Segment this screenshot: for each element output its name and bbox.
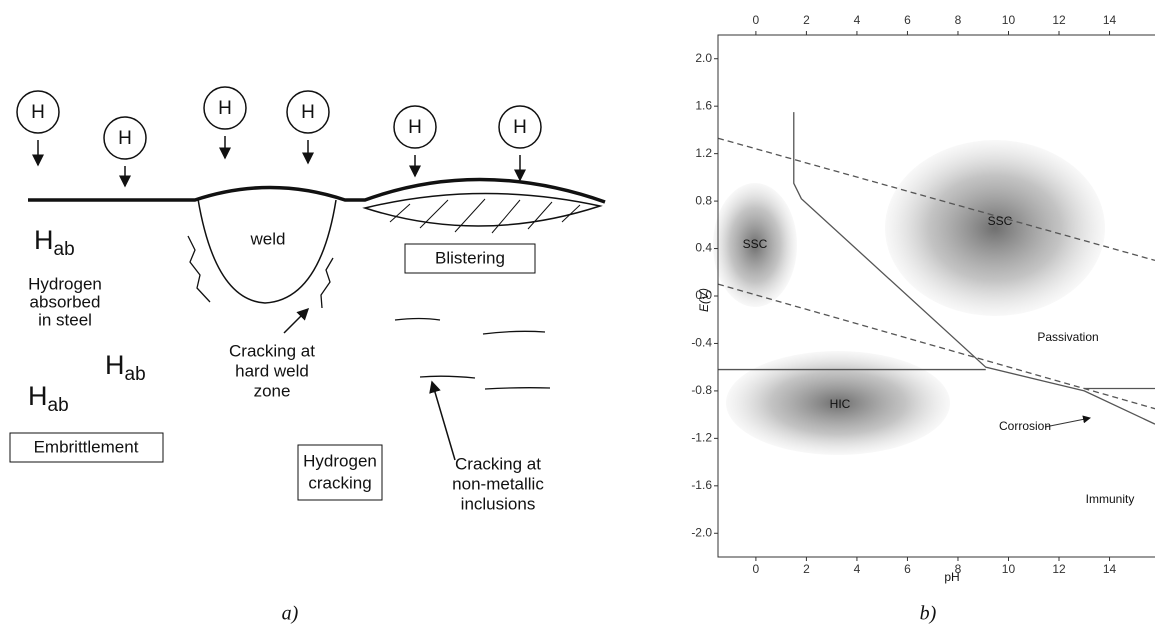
x-top-tick-label: 14: [1103, 13, 1117, 27]
x-top-tick-label: 6: [904, 13, 911, 27]
caption: a): [282, 603, 299, 625]
y-tick-label: -0.8: [691, 383, 712, 397]
atom-label: H: [118, 128, 132, 149]
absorbed-h-sub: ab: [54, 239, 75, 260]
y-tick-label: 1.6: [695, 98, 712, 112]
y-tick-label: -1.2: [691, 431, 712, 445]
atom-label: H: [301, 102, 315, 123]
atom-label: H: [408, 117, 422, 138]
blister: [365, 193, 600, 226]
y-tick-label: 2.0: [695, 51, 712, 65]
corrosion-arrow: [1045, 418, 1090, 427]
blister-hatch: [390, 199, 580, 233]
x-tick-label: 12: [1052, 562, 1066, 576]
x-tick-label: 2: [803, 562, 810, 576]
absorbed-h-main: H: [28, 381, 48, 411]
hydrogen-cracking-label: Hydrogen: [303, 451, 377, 470]
x-tick-label: 14: [1103, 562, 1117, 576]
absorbed-note: Hydrogen: [28, 274, 102, 293]
region-label: SSC: [988, 214, 1013, 228]
x-top-tick-label: 10: [1002, 13, 1016, 27]
absorbed-h-sub: ab: [48, 395, 69, 416]
absorbed-h-main: H: [105, 350, 125, 380]
region-label: HIC: [830, 397, 851, 411]
atoms: [17, 87, 541, 186]
embrittlement-label: Embrittlement: [34, 437, 139, 456]
inclusion-cracking-label: Cracking at: [455, 454, 541, 473]
weld-label: weld: [250, 229, 286, 248]
region-label: Corrosion: [999, 419, 1051, 433]
atom-label: H: [218, 98, 232, 119]
x-top-tick-label: 4: [854, 13, 861, 27]
x-top-tick-label: 0: [753, 13, 760, 27]
x-top-tick-label: 2: [803, 13, 810, 27]
x-axis-label: pH: [944, 570, 959, 584]
weld-cracking-label: zone: [254, 381, 291, 400]
y-tick-label: 0.8: [695, 193, 712, 207]
absorbed-h-main: H: [34, 225, 54, 255]
inclusion-cracking-label: non-metallic: [452, 474, 544, 493]
y-tick-label: 0.4: [695, 241, 712, 255]
x-top-tick-label: 12: [1052, 13, 1066, 27]
weld-cracking-label: hard weld: [235, 361, 309, 380]
weld-cracking-label: Cracking at: [229, 341, 315, 360]
steel-surface: [28, 179, 605, 202]
inclusion-cracking-label: inclusions: [461, 494, 536, 513]
region-label: SSC: [743, 237, 768, 251]
x-tick-label: 10: [1002, 562, 1016, 576]
panel-a-labels: H H H H H H Hab Hab Hab weld Blistering …: [28, 98, 544, 625]
y-tick-label: -1.6: [691, 478, 712, 492]
absorbed-h: Hab: [105, 350, 146, 385]
region-label: Immunity: [1086, 492, 1135, 506]
panel-b: 00224466881010121214142.01.61.20.80.40.0…: [691, 13, 1155, 624]
atom-label: H: [513, 117, 527, 138]
absorbed-h: Hab: [34, 225, 75, 260]
x-tick-label: 6: [904, 562, 911, 576]
caption: b): [920, 603, 937, 625]
y-tick-label: 1.2: [695, 146, 712, 160]
weld-pool: [198, 199, 336, 303]
region-label: Passivation: [1037, 330, 1098, 344]
x-top-tick-label: 8: [955, 13, 962, 27]
absorbed-h: Hab: [28, 381, 69, 416]
y-tick-label: -2.0: [691, 525, 712, 539]
absorbed-note: absorbed: [30, 292, 101, 311]
hydrogen-cracking-label: cracking: [308, 473, 371, 492]
absorbed-h-sub: ab: [125, 364, 146, 385]
y-axis-label: E(V): [697, 288, 711, 312]
figure: H H H H H H Hab Hab Hab weld Blistering …: [0, 0, 1155, 637]
blistering-label: Blistering: [435, 248, 505, 267]
absorbed-note: in steel: [38, 310, 92, 329]
y-tick-label: -0.4: [691, 336, 712, 350]
x-tick-label: 0: [753, 562, 760, 576]
x-tick-label: 4: [854, 562, 861, 576]
atom-label: H: [31, 102, 45, 123]
